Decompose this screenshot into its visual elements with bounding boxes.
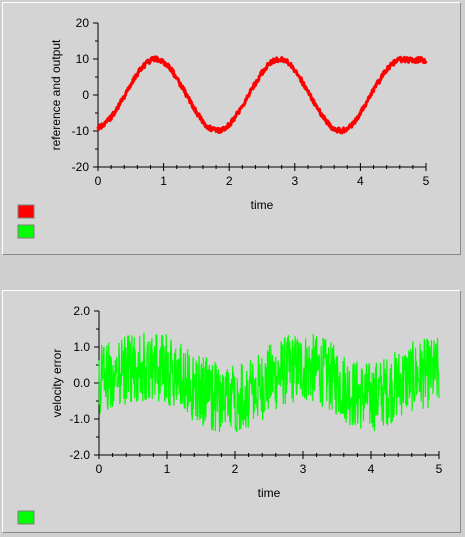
x-axis-title: time <box>251 198 274 212</box>
x-tick-label: 0 <box>95 174 102 188</box>
y-tick-label: 10 <box>76 52 90 66</box>
x-tick-label: 3 <box>300 462 307 476</box>
x-tick-label: 5 <box>423 174 430 188</box>
x-tick-label: 0 <box>96 462 103 476</box>
top-chart-panel: 0 1 2 3 4 5 20 10 0 -10 -20 time reference and outpu… <box>2 2 461 255</box>
y-tick-label: 0 <box>82 88 89 102</box>
legend-swatch-1 <box>17 224 35 239</box>
velocity-error-chart: 0 1 2 3 4 5 2.0 1.0 0.0 -1.0 -2.0 time velocity erro… <box>17 304 443 525</box>
x-tick-label: 2 <box>232 462 239 476</box>
y-axis-title: velocity error <box>50 349 64 418</box>
legend-swatch-0 <box>17 510 35 525</box>
y-tick-label: 20 <box>76 16 90 30</box>
x-tick-label: 5 <box>436 462 443 476</box>
y-axis-title: reference and output <box>49 39 63 150</box>
x-tick-label: 1 <box>164 462 171 476</box>
x-tick-label: 2 <box>226 174 233 188</box>
y-tick-label: -20 <box>72 160 90 174</box>
y-tick-label: -1.0 <box>69 412 90 426</box>
x-tick-label: 1 <box>160 174 167 188</box>
y-tick-label: -10 <box>72 124 90 138</box>
x-tick-label: 3 <box>291 174 298 188</box>
legend-swatch-0 <box>17 204 35 219</box>
y-tick-label: -2.0 <box>69 448 90 462</box>
bottom-chart-panel: 0 1 2 3 4 5 2.0 1.0 0.0 -1.0 -2.0 time velocity erro… <box>2 290 461 533</box>
x-axis-title: time <box>258 486 281 500</box>
series-line-0 <box>96 55 428 135</box>
y-tick-label: 2.0 <box>73 304 90 318</box>
series-line-0 <box>98 332 440 433</box>
x-tick-label: 4 <box>357 174 364 188</box>
x-tick-label: 4 <box>368 462 375 476</box>
y-tick-label: 0.0 <box>73 376 90 390</box>
reference-output-chart: 0 1 2 3 4 5 20 10 0 -10 -20 time reference and outpu… <box>17 16 430 239</box>
y-tick-label: 1.0 <box>73 340 90 354</box>
